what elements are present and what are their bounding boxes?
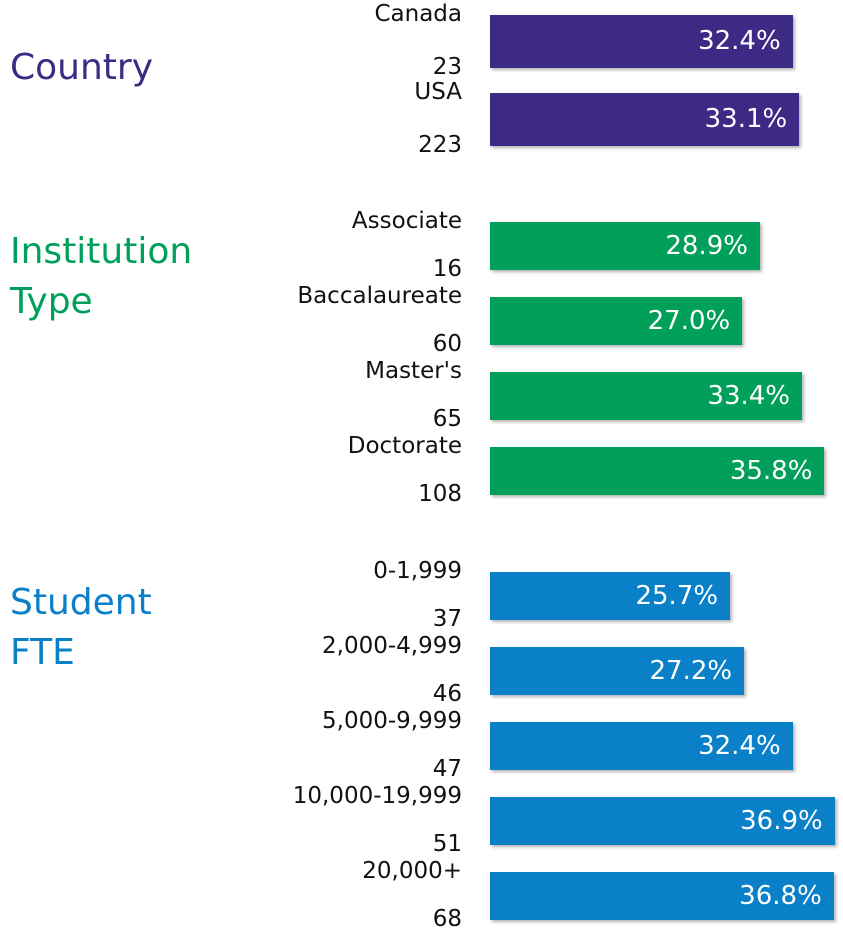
bar	[490, 722, 793, 770]
value-label: 32.4%	[698, 731, 781, 761]
bar	[490, 297, 743, 345]
bar	[490, 222, 760, 270]
value-label: 36.8%	[739, 881, 822, 911]
group-title: Country	[10, 47, 154, 88]
category-label: 5,000-9,999	[322, 708, 462, 734]
count-label: 108	[418, 481, 462, 507]
value-label: 27.2%	[649, 656, 733, 686]
category-label: 10,000-19,999	[292, 783, 462, 809]
group-title: Student FTE	[10, 582, 152, 673]
bar	[490, 447, 825, 495]
category-label: 20,000+	[362, 858, 462, 884]
bar	[490, 15, 793, 68]
value-label: 28.9%	[665, 231, 748, 261]
value-label: 32.4%	[698, 26, 781, 56]
count-label: 47	[432, 756, 462, 782]
bar	[490, 372, 803, 420]
count-label: 65	[432, 406, 462, 432]
category-label: Master's	[365, 358, 462, 384]
category-label: Baccalaureate	[297, 283, 462, 309]
value-label: 33.1%	[704, 104, 788, 134]
bar	[490, 872, 834, 920]
category-label: USA	[414, 79, 462, 105]
count-label: 68	[432, 906, 462, 928]
value-label: 36.9%	[740, 806, 823, 836]
count-label: 37	[432, 606, 462, 632]
category-label: Doctorate	[347, 433, 462, 459]
count-label: 60	[432, 331, 462, 357]
group-title: Institution Type	[10, 231, 193, 322]
value-label: 25.7%	[635, 581, 719, 611]
value-label: 35.8%	[729, 456, 813, 486]
bar	[490, 647, 745, 695]
value-label: 33.4%	[707, 381, 791, 411]
bar	[490, 797, 835, 845]
category-label: Associate	[351, 208, 462, 234]
category-label: 2,000-4,999	[322, 633, 462, 659]
count-label: 223	[418, 132, 462, 158]
category-label: 0-1,999	[373, 558, 462, 584]
value-label: 27.0%	[647, 306, 731, 336]
count-label: 51	[432, 831, 462, 857]
count-label: 46	[432, 681, 462, 707]
count-label: 16	[432, 256, 462, 282]
count-label: 23	[432, 54, 462, 80]
category-label: Canada	[374, 1, 462, 27]
bar	[490, 572, 731, 620]
bar	[490, 93, 800, 146]
